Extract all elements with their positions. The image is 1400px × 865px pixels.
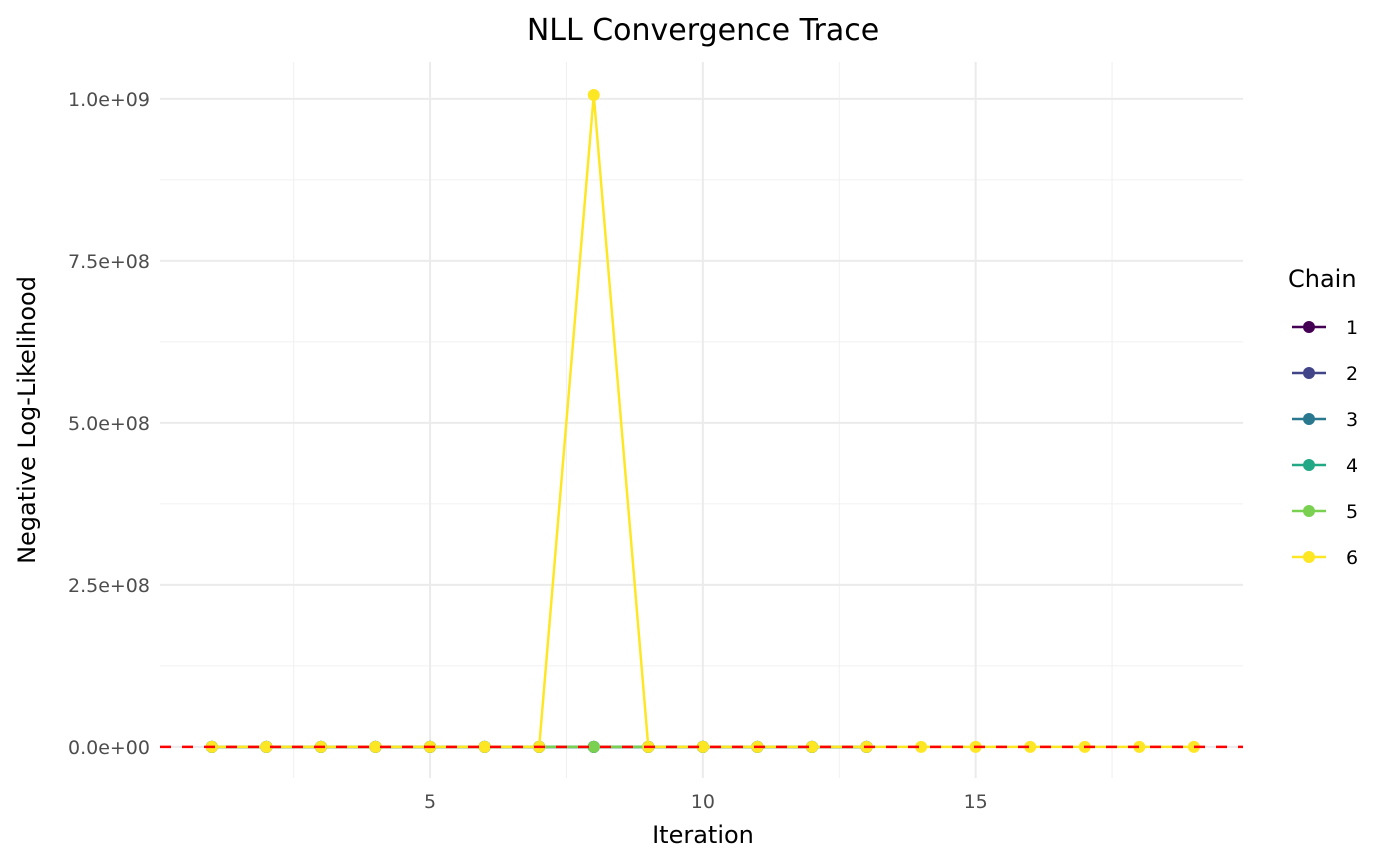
data-point-chain-6 [260,740,273,753]
y-tick-label: 7.5e+08 [68,251,150,273]
legend-key-point-2 [1303,367,1315,379]
data-point-chain-6 [805,740,818,753]
legend-key-point-6 [1303,551,1315,563]
chart-title: NLL Convergence Trace [527,13,879,48]
data-point-chain-6 [587,89,600,102]
ticks-group: 5 10 15 0.0e+00 2.5e+08 5.0e+08 7.5e+08 1.0e+09 [68,89,988,813]
data-point-chain-6 [696,740,709,753]
legend-title: Chain [1288,265,1357,293]
legend-key-point-5 [1303,505,1315,517]
legend-key-point-4 [1303,459,1315,471]
data-point-chain-5 [587,740,600,753]
legend-label-6: 6 [1346,547,1358,569]
x-axis-label: Iteration [652,821,754,849]
legend-label-1: 1 [1346,317,1358,339]
data-point-chain-6 [1187,740,1200,753]
legend-key-point-1 [1303,321,1315,333]
series-group [160,89,1243,753]
legend-key-point-3 [1303,413,1315,425]
data-point-chain-6 [1133,740,1146,753]
data-point-chain-6 [478,740,491,753]
data-point-chain-6 [369,740,382,753]
x-tick-label: 5 [424,791,436,813]
legend-label-5: 5 [1346,501,1358,523]
legend-label-2: 2 [1346,363,1358,385]
y-tick-label: 1.0e+09 [68,89,150,111]
data-point-chain-6 [915,740,928,753]
y-axis-label: Negative Log-Likelihood [13,276,41,564]
x-tick-label: 10 [691,791,715,813]
data-point-chain-6 [1024,740,1037,753]
legend-label-4: 4 [1346,455,1358,477]
y-tick-label: 2.5e+08 [68,575,150,597]
grid [160,62,1243,778]
y-tick-label: 0.0e+00 [68,737,150,759]
legend: Chain 1 2 3 4 5 6 [1288,265,1358,569]
x-tick-label: 15 [964,791,988,813]
legend-label-3: 3 [1346,409,1358,431]
y-tick-label: 5.0e+08 [68,413,150,435]
